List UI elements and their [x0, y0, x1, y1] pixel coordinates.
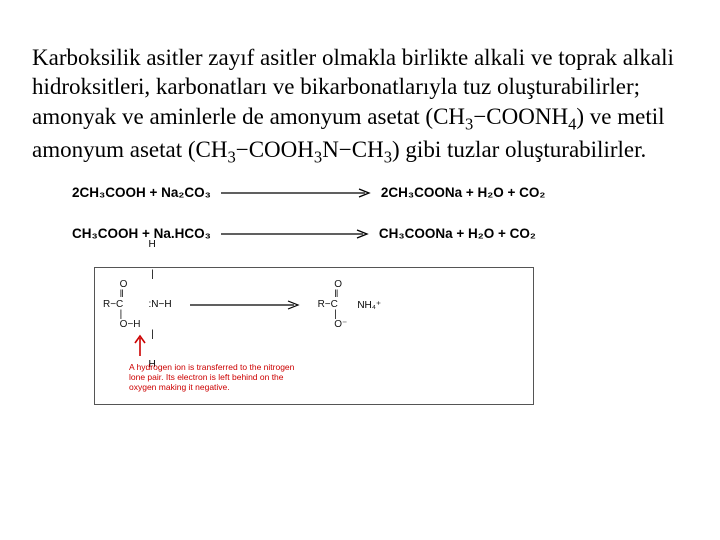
- reaction-arrow-icon: [221, 188, 371, 198]
- mol1-l5: O−H: [103, 320, 141, 330]
- nh3-l3: :N−H: [149, 300, 172, 310]
- para-seg4: −COOH: [236, 137, 314, 162]
- para-seg5: N−CH: [322, 137, 384, 162]
- reaction-arrow-icon: [221, 229, 369, 239]
- product-carboxylate-structure: O ‖ R−C | O⁻: [318, 280, 348, 330]
- para-sub3: 3: [227, 147, 235, 166]
- main-paragraph: Karboksilik asitler zayıf asitler olmakl…: [32, 43, 688, 167]
- eq2-rhs: CH₃COONa + H₂O + CO₂: [379, 226, 536, 241]
- reaction-arrow-icon: [190, 300, 300, 310]
- red-up-arrow-icon: [133, 334, 147, 356]
- reactant-acid-structure: O ‖ R−C | O−H: [103, 280, 141, 330]
- eq2-lhs: CH₃COOH + Na.HCO₃: [72, 226, 211, 241]
- para-sub4: 3: [314, 147, 322, 166]
- para-sub5: 3: [384, 147, 392, 166]
- mol2-l5: O⁻: [318, 320, 348, 330]
- mechanism-caption: A hydrogen ion is transferred to the nit…: [129, 363, 359, 392]
- nh3-l2: |: [149, 270, 172, 280]
- para-seg2: −COONH: [473, 104, 568, 129]
- nh3-l1: H: [149, 240, 172, 250]
- product-ammonium: NH₄⁺: [357, 300, 381, 311]
- nh3-l4: |: [149, 330, 172, 340]
- eq1-lhs: 2CH₃COOH + Na₂CO₃: [72, 185, 211, 200]
- equation-1: 2CH₃COOH + Na₂CO₃ 2CH₃COONa + H₂O + CO₂: [72, 185, 688, 200]
- eq1-rhs: 2CH₃COONa + H₂O + CO₂: [381, 185, 546, 200]
- caption-line3: oxygen making it negative.: [129, 383, 359, 393]
- para-seg6: ) gibi tuzlar oluşturabilirler.: [392, 137, 646, 162]
- mechanism-diagram: O ‖ R−C | O−H H | :N−H | H O: [94, 267, 534, 405]
